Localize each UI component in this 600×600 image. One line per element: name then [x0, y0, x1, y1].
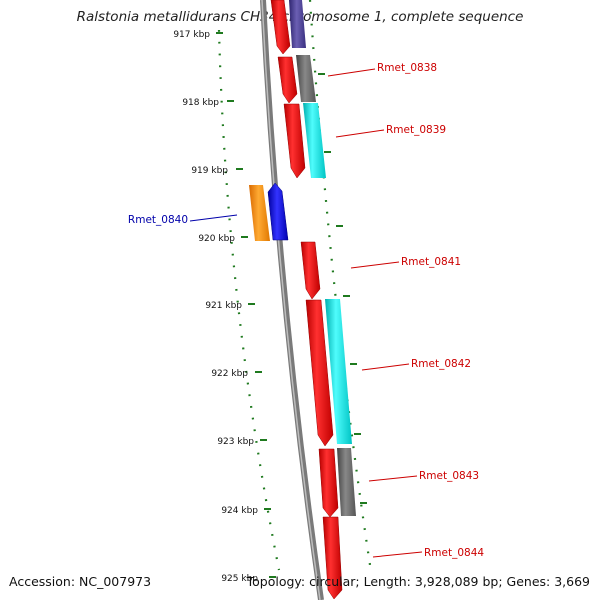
cds-arrow-top[interactable]: [270, 0, 291, 55]
tick-label: 923 kbp: [217, 437, 254, 447]
gene-label-rmet-0838[interactable]: Rmet_0838: [377, 62, 437, 74]
tick-label: 922 kbp: [211, 369, 248, 379]
tick-label: 918 kbp: [182, 98, 219, 108]
label-leaders: [189, 68, 423, 558]
cds-arrow-rmet-0838[interactable]: [277, 56, 298, 104]
gene-label-rmet-0840[interactable]: Rmet_0840: [128, 214, 188, 226]
cyan-feature-rmet-0839[interactable]: [303, 103, 326, 178]
tick-labels: 917 kbp 918 kbp 919 kbp 920 kbp 921 kbp …: [173, 30, 258, 584]
cyan-feature-rmet-0842[interactable]: [325, 299, 352, 444]
gray-feature-rmet-0843[interactable]: [337, 448, 356, 516]
forward-cds-track: [270, 0, 343, 600]
major-ticks: [216, 32, 367, 578]
orange-feature-rmet-0840[interactable]: [249, 185, 270, 241]
tick-label: 920 kbp: [198, 234, 235, 244]
topology-summary: Topology: circular; Length: 3,928,089 bp…: [246, 574, 590, 589]
gene-label-rmet-0842[interactable]: Rmet_0842: [411, 358, 471, 370]
backbone-highlight: [261, 0, 321, 600]
gene-label-rmet-0841[interactable]: Rmet_0841: [401, 256, 461, 268]
cds-arrow-rmet-0841[interactable]: [300, 241, 321, 300]
purple-feature[interactable]: [289, 0, 306, 48]
outer-tick-circle: [308, 0, 372, 566]
gray-feature-rmet-0838[interactable]: [296, 55, 316, 102]
auxiliary-feature-track: [289, 0, 356, 516]
cds-arrow-rmet-0843[interactable]: [318, 448, 339, 518]
tick-label: 924 kbp: [221, 506, 258, 516]
accession-label: Accession: NC_007973: [9, 574, 152, 589]
tick-label: 921 kbp: [205, 301, 242, 311]
tick-label: 917 kbp: [173, 30, 210, 40]
tick-label: 925 kbp: [221, 574, 258, 584]
tick-label: 919 kbp: [191, 166, 228, 176]
gene-label-rmet-0844[interactable]: Rmet_0844: [424, 547, 484, 559]
cds-arrow-rmet-0839[interactable]: [283, 103, 306, 179]
cds-arrow-rmet-0840[interactable]: [267, 182, 289, 241]
backbone-track: [260, 0, 324, 600]
gene-label-rmet-0843[interactable]: Rmet_0843: [419, 470, 479, 482]
gene-labels: Rmet_0838 Rmet_0839 Rmet_0840 Rmet_0841 …: [128, 62, 484, 559]
cds-arrow-rmet-0842[interactable]: [305, 299, 334, 447]
gene-label-rmet-0839[interactable]: Rmet_0839: [386, 124, 446, 136]
reverse-cds-track: [249, 182, 289, 241]
cds-arrow-rmet-0844[interactable]: [322, 516, 343, 600]
